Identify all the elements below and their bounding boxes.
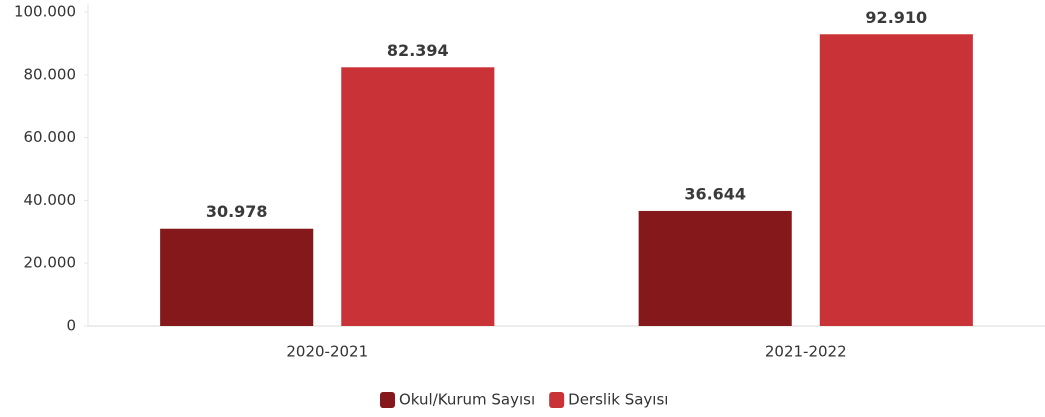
value-label: 36.644 <box>684 184 746 203</box>
value-label: 82.394 <box>387 41 449 60</box>
bar <box>341 67 495 326</box>
legend-swatch <box>380 392 395 408</box>
y-tick-label: 20.000 <box>24 254 77 272</box>
value-label: 30.978 <box>206 202 268 221</box>
bar <box>160 228 314 326</box>
bar <box>819 34 973 326</box>
y-tick-label: 60.000 <box>24 128 77 146</box>
y-tick-label: 0 <box>66 317 76 335</box>
y-tick-label: 100.000 <box>14 3 76 21</box>
bar <box>638 210 792 326</box>
x-tick-label: 2021-2022 <box>765 343 847 361</box>
x-tick-label: 2020-2021 <box>286 343 368 361</box>
legend-swatch <box>549 392 565 408</box>
legend-label: Derslik Sayısı <box>568 391 668 409</box>
legend-label: Okul/Kurum Sayısı <box>399 391 535 409</box>
value-label: 92.910 <box>865 8 927 27</box>
y-tick-label: 40.000 <box>24 191 77 209</box>
y-tick-label: 80.000 <box>24 65 77 83</box>
